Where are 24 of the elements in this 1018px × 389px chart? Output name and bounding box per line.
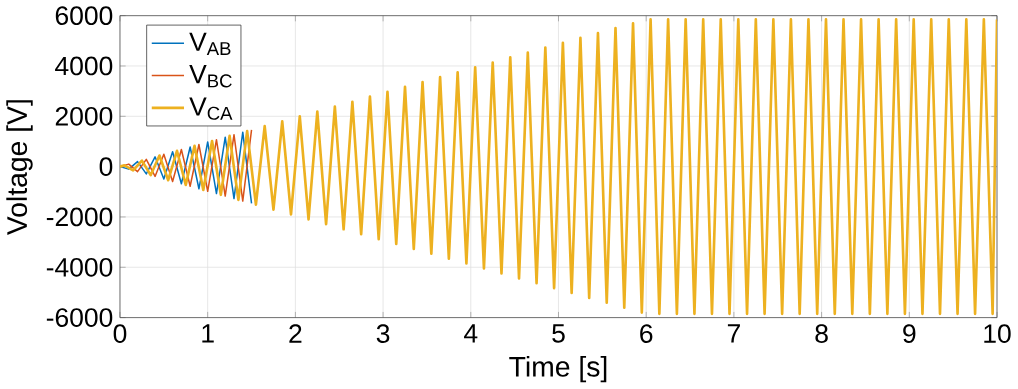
x-tick-label: 9: [903, 324, 916, 344]
legend-label: V$_{BC}$: [189, 65, 232, 88]
x-axis-title: Time [s]: [509, 356, 607, 383]
y-tick-label: 4000: [55, 56, 113, 76]
x-tick-label: 4: [464, 324, 478, 343]
x-tick-label: 5: [552, 324, 565, 343]
x-tick-label: 6: [640, 324, 653, 344]
y-tick-label: 2000: [55, 107, 113, 126]
x-tick-label: 0: [113, 324, 127, 344]
x-tick-label: 8: [815, 324, 828, 344]
y-tick-label: -6000: [46, 308, 113, 328]
y-tick-label: -4000: [46, 258, 113, 277]
legend-label: V$_{CA}$: [189, 97, 233, 120]
x-tick-label: 1: [202, 324, 214, 343]
y-axis-title: Voltage [V]: [6, 100, 33, 236]
x-tick-label: 3: [376, 324, 390, 344]
x-tick-label: 10: [984, 324, 1011, 344]
line-series: [119, 18, 997, 316]
x-tick-label: 7: [727, 324, 740, 343]
y-tick-label: -2000: [46, 207, 113, 227]
y-tick-label: 0: [99, 157, 113, 177]
x-tick-label: 2: [289, 324, 302, 343]
legend-label: V$_{AB}$: [189, 32, 231, 56]
y-tick-label: 6000: [55, 6, 113, 26]
